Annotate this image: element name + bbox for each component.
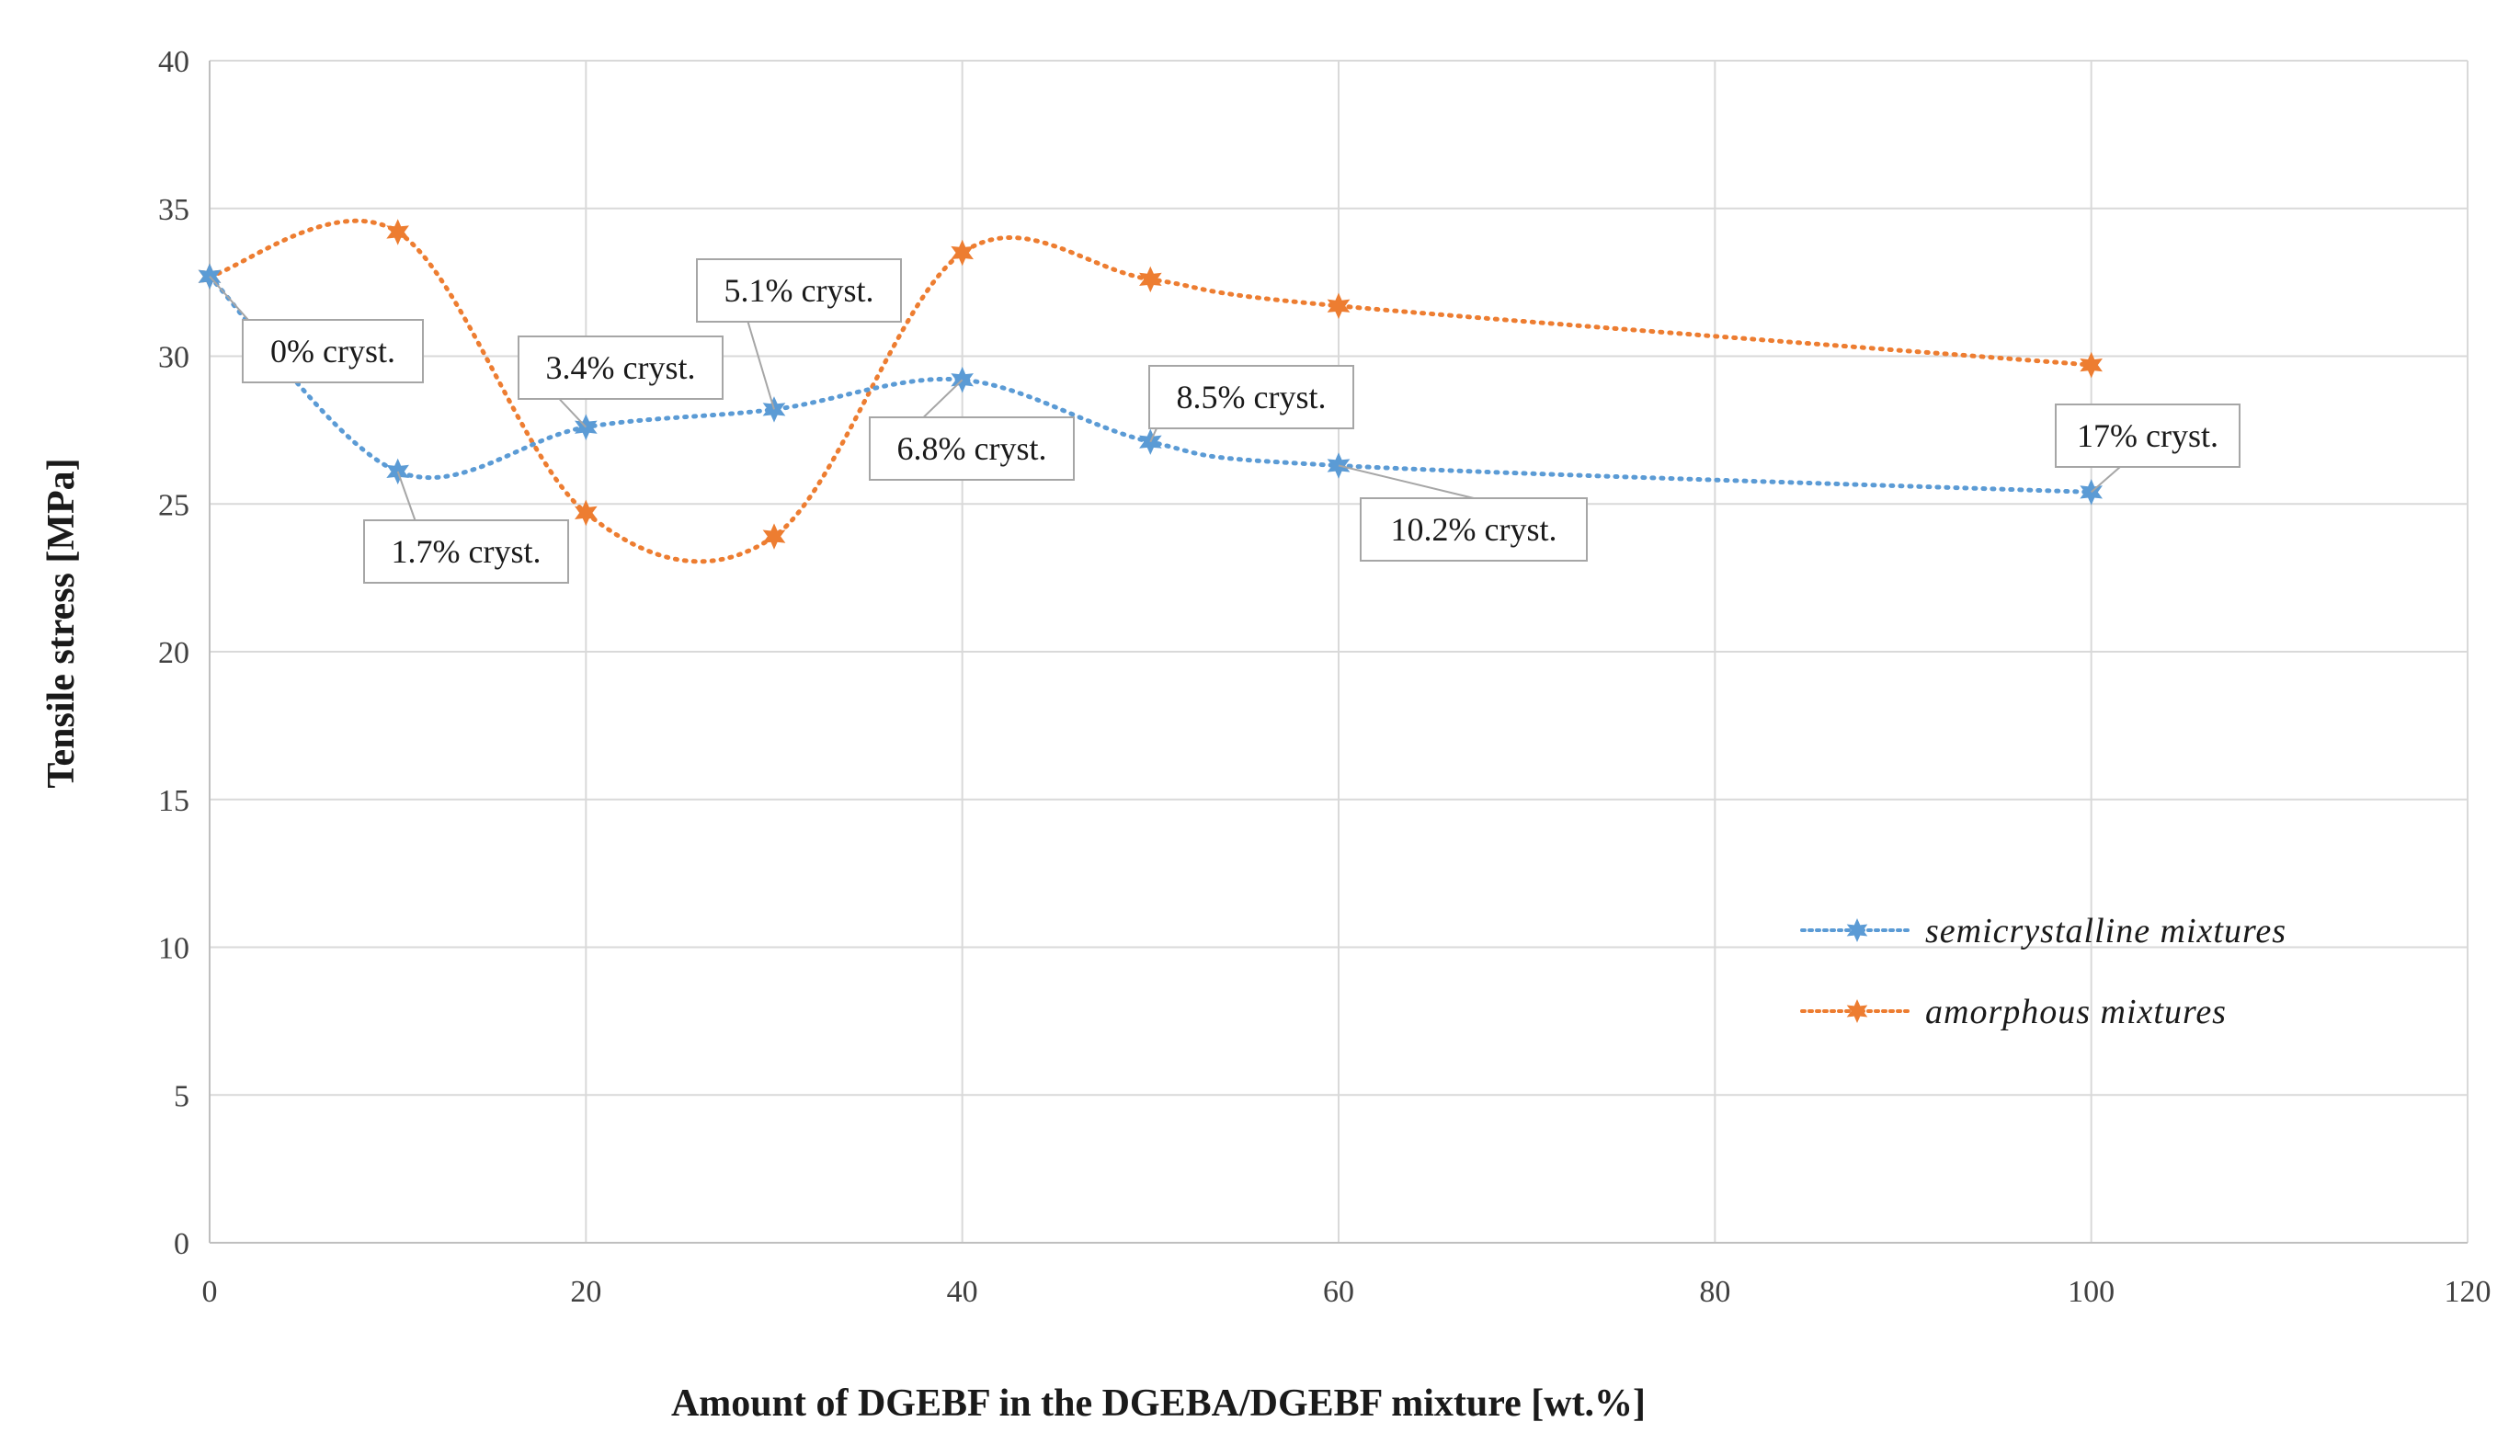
x-tick-label: 0	[202, 1275, 218, 1309]
data-label: 17% cryst.	[2077, 417, 2218, 454]
y-tick-label: 15	[158, 784, 189, 818]
legend-marker-semicrystalline	[1846, 918, 1868, 942]
legend-item-semicrystalline: semicrystalline mixtures	[1800, 912, 2286, 950]
x-axis-title: Amount of DGEBF in the DGEBA/DGEBF mixtu…	[671, 1382, 1646, 1425]
x-tick-label: 60	[1323, 1275, 1354, 1309]
label-box	[242, 319, 424, 383]
grid	[210, 60, 2469, 1243]
data-point-semicrystalline	[2080, 479, 2103, 506]
x-tick-label: 20	[570, 1275, 601, 1309]
y-tick-label: 25	[158, 488, 189, 522]
y-tick-label: 5	[174, 1079, 189, 1113]
data-labels: 0% cryst. 1.7% cryst. 3.4% cryst. 5.1% crys…	[209, 258, 2241, 584]
data-label: 6.8% cryst.	[897, 430, 1047, 467]
data-point-semicrystalline	[575, 414, 598, 440]
x-tick-label: 120	[2445, 1275, 2491, 1309]
data-point-amorphous	[1327, 292, 1351, 320]
label-leader-line	[558, 398, 587, 428]
data-label: 10.2% cryst.	[1391, 511, 1557, 548]
data-label: 0% cryst.	[270, 333, 395, 370]
label-box	[1148, 365, 1354, 429]
legend: semicrystalline mixtures amorphous mixtu…	[1800, 912, 2286, 1031]
series-line-amorphous	[207, 218, 2094, 564]
label-box	[696, 258, 902, 323]
data-point-amorphous	[762, 523, 786, 550]
data-label: 1.7% cryst.	[392, 533, 542, 570]
data-point-amorphous	[1139, 266, 1162, 293]
data-label: 5.1% cryst.	[724, 272, 874, 309]
label-leader-line	[2091, 466, 2121, 494]
x-axis-ticks: 0 20 40 60 80 100 120	[202, 1275, 2491, 1309]
y-tick-label: 30	[158, 341, 189, 375]
label-box	[518, 336, 724, 400]
legend-label-amorphous: amorphous mixtures	[1925, 993, 2227, 1031]
y-axis-title: Tensile stress [MPa]	[40, 458, 83, 788]
x-tick-label: 80	[1699, 1275, 1730, 1309]
label-box	[2055, 404, 2241, 468]
y-tick-label: 40	[158, 45, 189, 79]
data-point-semicrystalline	[951, 366, 974, 393]
x-tick-label: 100	[2068, 1275, 2115, 1309]
axes	[209, 61, 2468, 1244]
legend-item-amorphous: amorphous mixtures	[1800, 993, 2227, 1031]
label-box	[869, 416, 1075, 481]
label-box	[363, 519, 569, 584]
data-point-amorphous	[386, 219, 409, 245]
label-leader-line	[396, 471, 416, 521]
y-tick-label: 0	[174, 1227, 189, 1261]
y-tick-label: 20	[158, 636, 189, 670]
data-point-amorphous	[951, 239, 974, 267]
label-leader-line	[747, 321, 775, 410]
label-box	[1360, 497, 1588, 562]
data-point-semicrystalline	[762, 396, 786, 423]
y-tick-label: 10	[158, 932, 189, 966]
x-tick-label: 40	[947, 1275, 978, 1309]
data-label: 8.5% cryst.	[1177, 379, 1327, 415]
legend-label-semicrystalline: semicrystalline mixtures	[1925, 912, 2286, 950]
data-label: 3.4% cryst.	[546, 349, 696, 386]
label-leader-line	[1338, 464, 1475, 499]
y-axis-ticks: 0 5 10 15 20 25 30 35 40	[158, 45, 189, 1261]
data-point-amorphous	[575, 499, 598, 527]
legend-marker-amorphous	[1846, 999, 1868, 1023]
data-point-amorphous	[2080, 351, 2103, 379]
y-tick-label: 35	[158, 193, 189, 227]
